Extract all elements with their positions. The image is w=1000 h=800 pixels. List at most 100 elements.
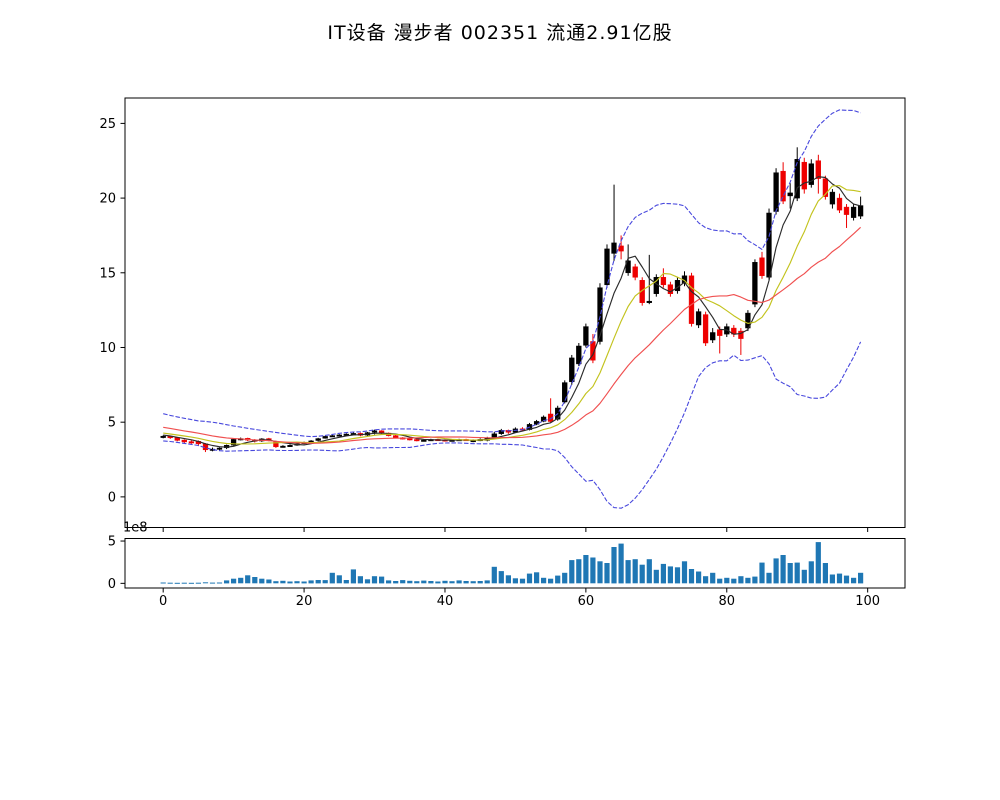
candle-down	[181, 439, 187, 443]
volume-bar	[738, 576, 744, 584]
volume-bar	[195, 582, 201, 584]
volume-bar	[604, 563, 610, 584]
volume-bar	[526, 573, 533, 584]
candle-down	[188, 441, 195, 444]
volume-bar	[822, 563, 828, 584]
volume-bar	[625, 560, 631, 584]
volume-bar	[343, 580, 349, 584]
volume-bar	[780, 555, 786, 584]
candle-down	[660, 277, 667, 286]
volume-bar	[238, 577, 244, 584]
volume-bar	[618, 543, 624, 584]
volume-bar	[583, 555, 589, 584]
candle-down	[836, 197, 843, 211]
volume-bar	[541, 577, 547, 584]
volume-bar	[364, 579, 371, 584]
price-ytick-label: 25	[99, 117, 116, 132]
bollinger-lower-line	[163, 341, 862, 509]
volume-bar	[371, 576, 378, 584]
volume-bar	[407, 580, 413, 584]
candle-up	[766, 212, 772, 278]
ma10-line	[163, 185, 861, 445]
volume-bar	[745, 577, 751, 584]
price-ytick-label: 15	[99, 266, 116, 281]
volume-bar	[660, 563, 666, 584]
volume-bar	[667, 566, 673, 584]
volume-bar	[491, 566, 497, 584]
candle-up	[160, 435, 166, 438]
volume-bar	[435, 581, 441, 584]
volume-bar	[815, 542, 821, 584]
volume-bar	[266, 579, 272, 584]
candle-up	[562, 382, 568, 403]
volume-bar	[470, 581, 476, 584]
volume-bar	[858, 572, 864, 584]
volume-bar	[188, 582, 194, 584]
volume-bar	[350, 569, 356, 584]
volume-bar	[801, 569, 807, 584]
volume-bar	[294, 581, 300, 584]
candle-down	[815, 160, 821, 179]
volume-ytick-label: 0	[108, 577, 116, 592]
volume-bar	[202, 582, 209, 584]
volume-bar	[703, 576, 709, 584]
volume-bar	[231, 578, 237, 584]
volume-bar	[273, 581, 279, 584]
candle-down	[738, 330, 744, 339]
candle-up	[421, 439, 427, 442]
volume-bar	[632, 559, 638, 584]
volume-bar	[717, 578, 723, 584]
volume-bar	[400, 580, 406, 584]
volume-bar	[463, 581, 469, 584]
candle-up	[315, 438, 321, 441]
candle-up	[857, 205, 864, 217]
volume-bar	[280, 580, 286, 584]
candle-down	[702, 314, 709, 344]
volume-bar	[646, 559, 652, 584]
candle-up	[829, 191, 836, 205]
candle-up	[491, 433, 497, 438]
volume-bar	[569, 560, 575, 584]
candle-up	[230, 439, 237, 446]
volume-bar	[386, 580, 392, 584]
candle-up	[583, 326, 589, 346]
volume-bar	[329, 572, 335, 584]
volume-bar	[379, 576, 385, 584]
volume-bar	[428, 581, 434, 584]
candle-up	[287, 445, 293, 447]
candle-up	[569, 357, 575, 383]
volume-xtick-label: 40	[437, 594, 454, 609]
volume-bar	[259, 578, 265, 584]
candle-up	[695, 311, 702, 326]
candle-down	[639, 280, 645, 303]
volume-bar	[315, 580, 321, 584]
volume-xtick-label: 60	[578, 594, 595, 609]
volume-bar	[477, 581, 483, 584]
volume-bar	[301, 581, 307, 584]
candle-up	[576, 345, 582, 365]
candle-down	[822, 178, 829, 197]
candle-up	[216, 447, 223, 450]
volume-bar	[731, 578, 737, 584]
volume-bar	[216, 582, 223, 584]
volume-xtick-label: 0	[159, 594, 167, 609]
volume-bar	[287, 581, 293, 584]
candle-up	[280, 445, 286, 448]
volume-bar	[548, 578, 554, 584]
candle-up	[773, 172, 779, 212]
candle-up	[597, 287, 603, 342]
candle-down	[414, 439, 420, 442]
volume-bar	[519, 578, 526, 584]
volume-xtick-label: 80	[718, 594, 735, 609]
volume-bar	[674, 567, 681, 584]
volume-bar	[696, 571, 702, 584]
volume-bar	[393, 581, 399, 584]
volume-bar	[167, 582, 173, 584]
volume-bar	[851, 577, 857, 584]
volume-bar	[505, 575, 511, 584]
volume-bar	[808, 561, 814, 584]
volume-bar	[766, 572, 772, 584]
candle-up	[336, 434, 342, 437]
candle-down	[407, 438, 413, 441]
volume-bar	[773, 558, 779, 584]
